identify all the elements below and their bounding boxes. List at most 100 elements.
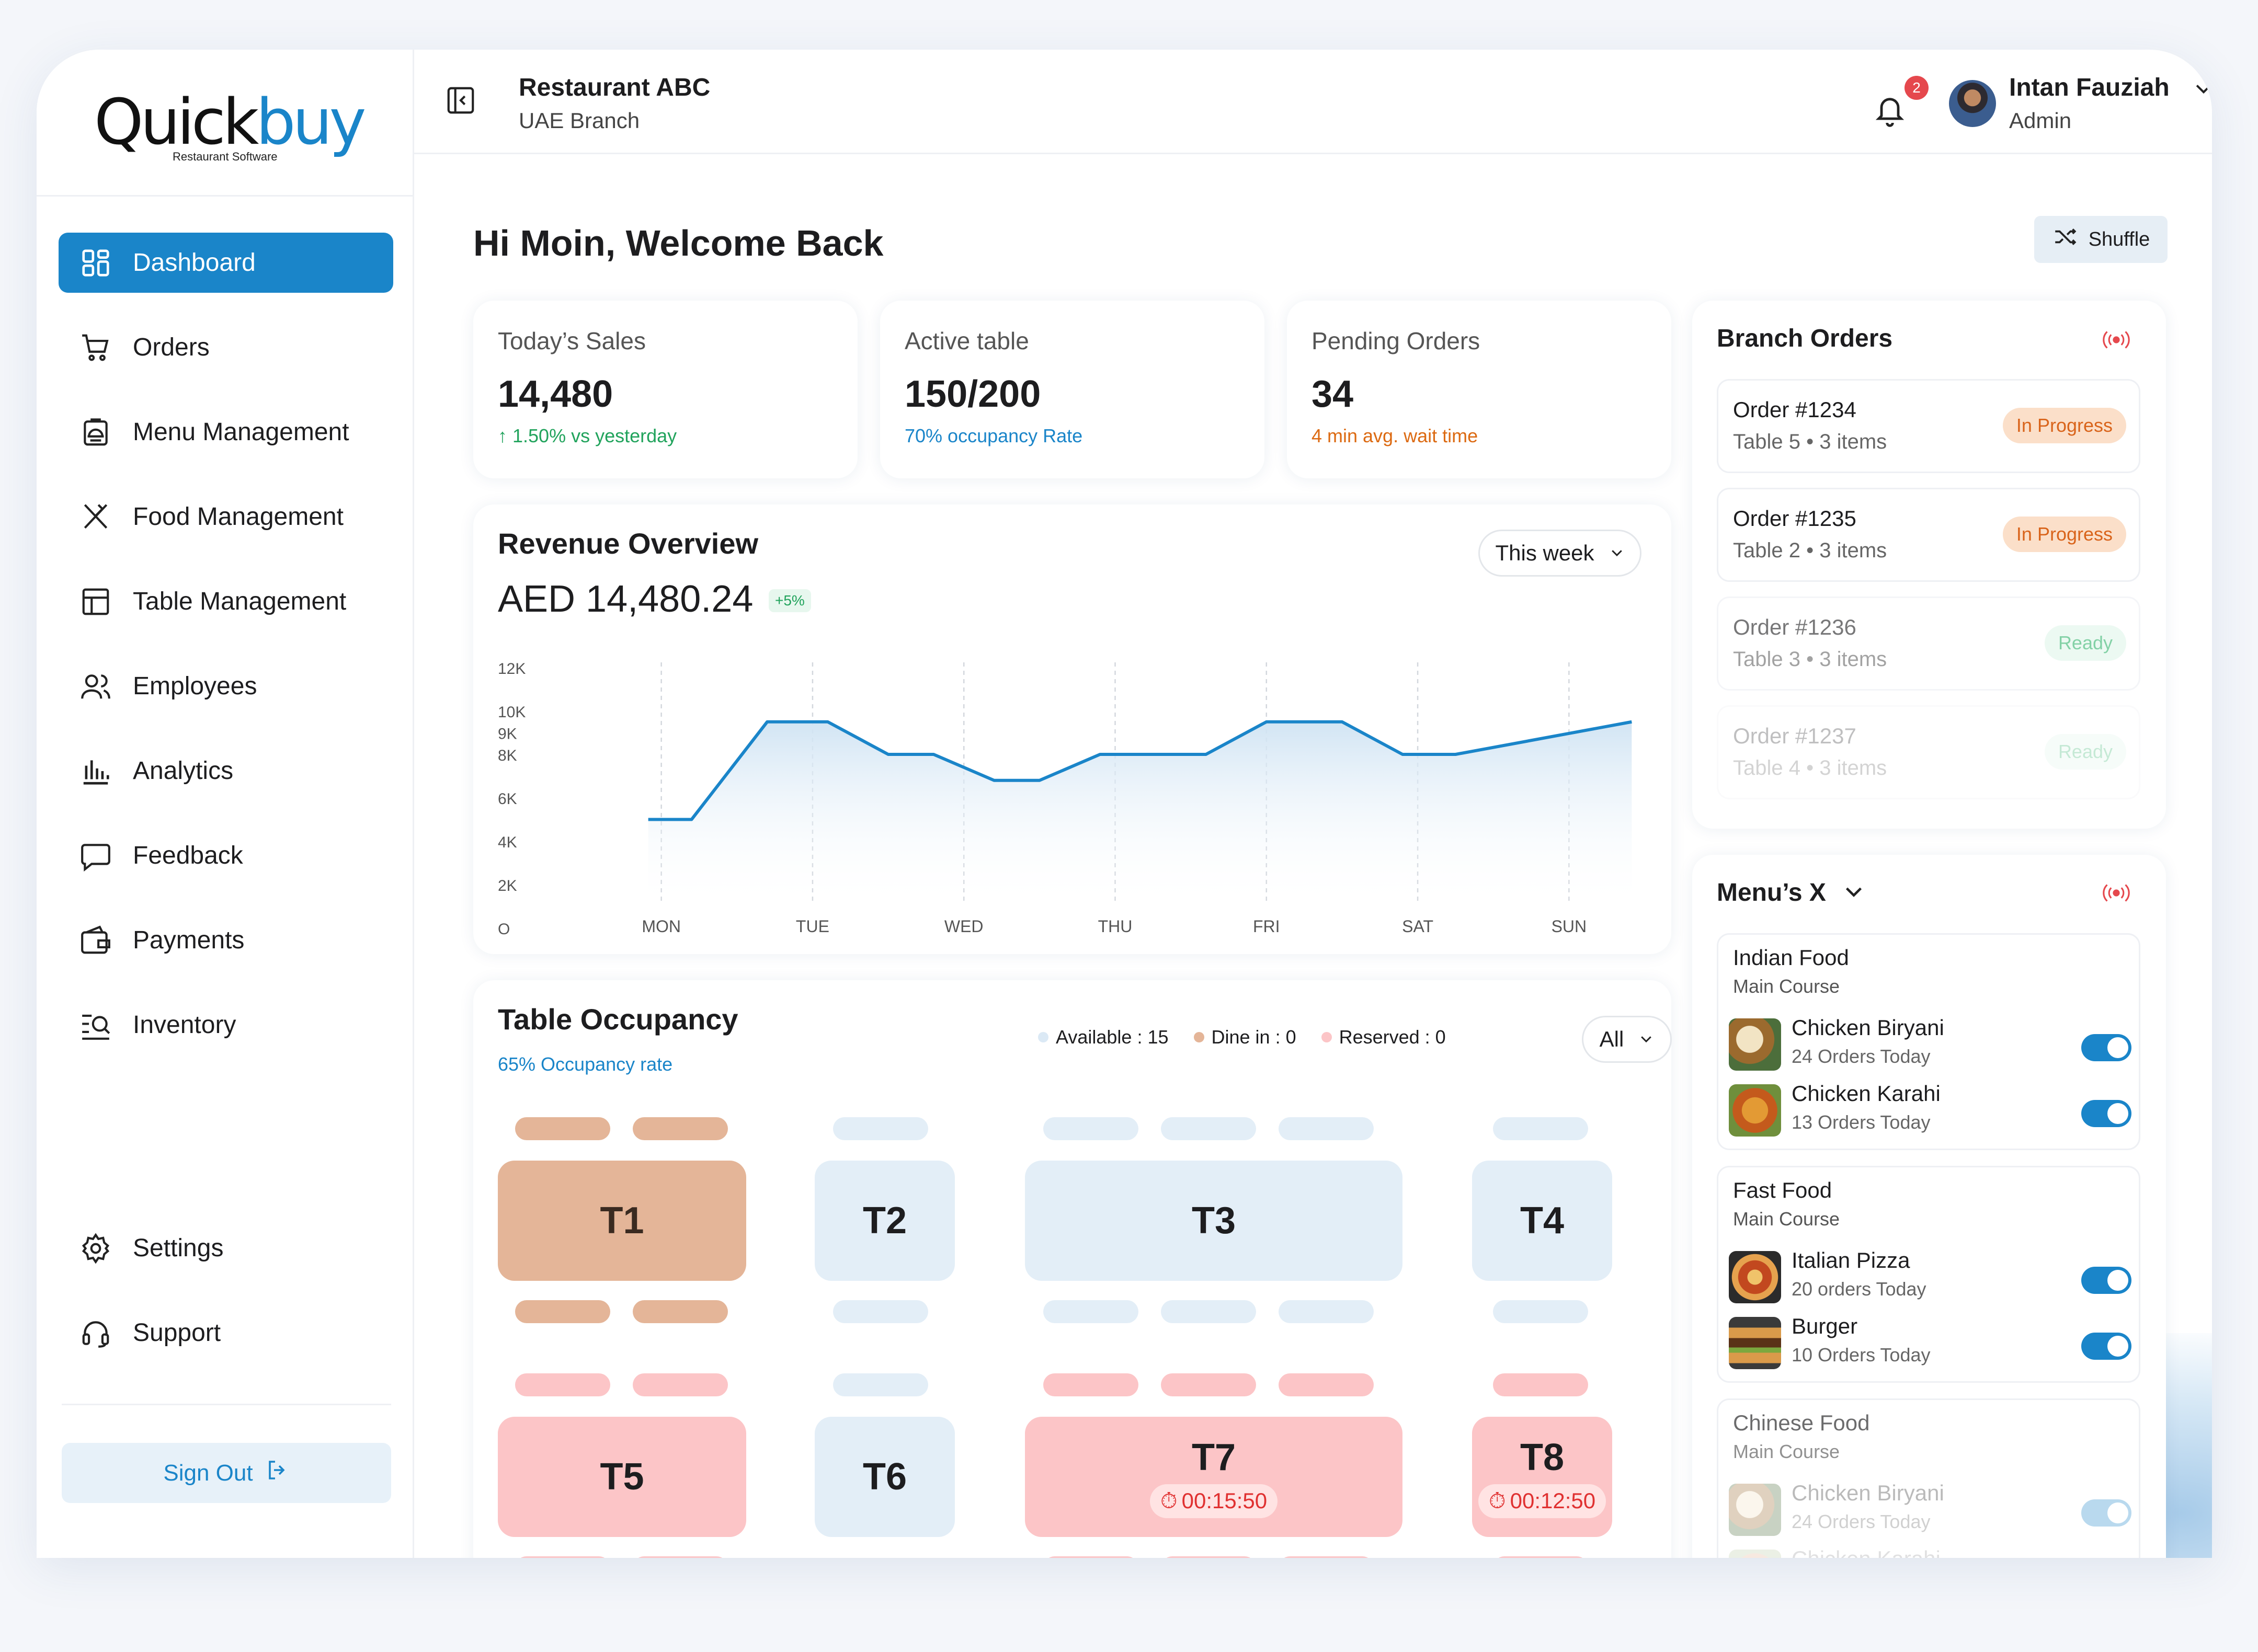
availability-toggle[interactable] — [2081, 1333, 2131, 1360]
menu-item-name: Chicken Biryani — [1792, 1481, 1944, 1505]
chair — [1161, 1373, 1256, 1396]
sidebar-item-table-management[interactable]: Table Management — [59, 571, 393, 632]
sidebar-item-menu-management[interactable]: Menu Management — [59, 402, 393, 462]
headset-icon — [78, 1316, 113, 1350]
chevron-down-icon[interactable] — [2192, 77, 2212, 103]
table-label: T3 — [1191, 1200, 1236, 1242]
legend-label: Reserved : 0 — [1339, 1026, 1446, 1048]
stopwatch-icon: ⏱ — [1160, 1488, 1178, 1513]
sidebar-item-label: Orders — [133, 334, 210, 361]
y-tick-label: 8K — [498, 747, 517, 764]
sidebar-item-dashboard[interactable]: Dashboard — [59, 233, 393, 293]
sidebar-item-inventory[interactable]: Inventory — [59, 995, 393, 1055]
chair — [633, 1117, 728, 1140]
food-thumbnail — [1729, 1550, 1781, 1558]
bell-icon[interactable] — [1873, 91, 1910, 133]
menu-item-orders: 10 Orders Today — [1792, 1344, 1931, 1366]
menu-group-title: Chinese Food — [1733, 1410, 1870, 1435]
stat-card-active-table: Active table 150/200 70% occupancy Rate — [880, 301, 1264, 478]
menus-title: Menu’s X — [1717, 879, 1826, 907]
revenue-area — [648, 721, 1632, 907]
table-t6[interactable]: T6 — [815, 1417, 955, 1537]
x-tick-label: FRI — [1253, 917, 1280, 936]
sidebar: Quickbuy Restaurant Software Dashboard O… — [37, 50, 414, 1558]
stat-value: 34 — [1312, 373, 1354, 415]
y-tick-label: 10K — [498, 704, 526, 721]
menu-item: Chicken Biryani 24 Orders Today — [1729, 1478, 2131, 1536]
sidebar-item-support[interactable]: Support — [59, 1303, 393, 1363]
wallet-icon — [78, 923, 113, 958]
shuffle-button[interactable]: Shuffle — [2034, 216, 2168, 263]
cart-icon — [78, 330, 113, 365]
chair — [1279, 1373, 1374, 1396]
stat-value: 14,480 — [498, 373, 613, 415]
order-item[interactable]: Order #1234 Table 5 • 3 items In Progres… — [1717, 379, 2140, 473]
table-t7[interactable]: T7 ⏱ 00:15:50 — [1025, 1417, 1402, 1537]
menu-item-name: Italian Pizza — [1792, 1248, 1910, 1272]
stopwatch-icon: ⏱ — [1488, 1488, 1506, 1513]
table-t2[interactable]: T2 — [815, 1161, 955, 1281]
menu-group-title: Fast Food — [1733, 1178, 1832, 1202]
status-badge: Ready — [2044, 734, 2126, 770]
app-window: Quickbuy Restaurant Software Dashboard O… — [37, 50, 2212, 1558]
table-t3[interactable]: T3 — [1025, 1161, 1402, 1281]
table-occupancy-card: Table Occupancy 65% Occupancy rate Avail… — [473, 980, 1672, 1558]
stat-label: Pending Orders — [1312, 327, 1480, 354]
chair — [1043, 1117, 1138, 1140]
sidebar-item-feedback[interactable]: Feedback — [59, 825, 393, 886]
sidebar-item-food-management[interactable]: Food Management — [59, 487, 393, 547]
logo-part-2: buy — [256, 86, 366, 159]
order-meta: Table 2 • 3 items — [1733, 539, 1887, 562]
order-meta: Table 3 • 3 items — [1733, 648, 1887, 671]
menu-group-fast-food: Fast Food Main Course Italian Pizza 20 o… — [1717, 1166, 2140, 1383]
chair — [1493, 1117, 1588, 1140]
sidebar-item-settings[interactable]: Settings — [59, 1218, 393, 1278]
menu-item-orders: 24 Orders Today — [1792, 1511, 1931, 1532]
y-tick-label: 12K — [498, 660, 526, 678]
table-t1[interactable]: T1 — [498, 1161, 746, 1281]
order-number: Order #1237 — [1733, 724, 1856, 748]
table-label: T7 — [1191, 1436, 1236, 1478]
sidebar-collapse-icon[interactable] — [444, 84, 477, 117]
sidebar-item-orders[interactable]: Orders — [59, 317, 393, 377]
menu-group-indian: Indian Food Main Course Chicken Biryani … — [1717, 933, 2140, 1150]
table-t4[interactable]: T4 — [1472, 1161, 1612, 1281]
order-item[interactable]: Order #1236 Table 3 • 3 items Ready — [1717, 596, 2140, 691]
live-signal-icon — [2098, 880, 2135, 909]
chair — [1161, 1117, 1256, 1140]
sign-out-button[interactable]: Sign Out — [62, 1443, 391, 1503]
order-item[interactable]: Order #1237 Table 4 • 3 items Ready — [1717, 705, 2140, 799]
table-t5[interactable]: T5 — [498, 1417, 746, 1537]
table-label: T5 — [600, 1456, 644, 1498]
brand-logo[interactable]: Quickbuy Restaurant Software — [94, 91, 367, 170]
availability-toggle[interactable] — [2081, 1034, 2131, 1061]
gear-icon — [78, 1231, 113, 1266]
avatar[interactable] — [1949, 80, 1996, 127]
table-label: T4 — [1520, 1200, 1565, 1242]
table-label: T8 — [1520, 1436, 1565, 1478]
legend-dot — [1038, 1032, 1048, 1042]
stat-card-sales: Today’s Sales 14,480 ↑ 1.50% vs yesterda… — [473, 301, 858, 478]
order-item[interactable]: Order #1235 Table 2 • 3 items In Progres… — [1717, 488, 2140, 582]
table-t8[interactable]: T8 ⏱ 00:12:50 — [1472, 1417, 1612, 1537]
order-number: Order #1235 — [1733, 506, 1856, 531]
occupancy-filter-select[interactable]: All — [1582, 1016, 1672, 1063]
branch-orders-card: Branch Orders Order #1234 Table 5 • 3 it… — [1692, 301, 2166, 829]
availability-toggle[interactable] — [2081, 1100, 2131, 1127]
chair — [1161, 1556, 1256, 1558]
availability-toggle[interactable] — [2081, 1499, 2131, 1527]
x-tick-label: WED — [944, 917, 984, 936]
revenue-range-select[interactable]: This week — [1478, 530, 1641, 577]
stat-label: Today’s Sales — [498, 327, 646, 354]
chevron-down-icon — [1842, 879, 1866, 906]
menu-selector[interactable]: Menu’s X — [1717, 878, 1866, 907]
availability-toggle[interactable] — [2081, 1267, 2131, 1294]
table-label: T2 — [862, 1200, 907, 1242]
chair — [633, 1373, 728, 1396]
sidebar-item-analytics[interactable]: Analytics — [59, 741, 393, 801]
sidebar-item-payments[interactable]: Payments — [59, 910, 393, 970]
table-timer: ⏱ 00:12:50 — [1478, 1484, 1606, 1518]
sidebar-item-employees[interactable]: Employees — [59, 656, 393, 716]
order-meta: Table 4 • 3 items — [1733, 756, 1887, 779]
legend-dine-in: Dine in : 0 — [1193, 1026, 1296, 1048]
